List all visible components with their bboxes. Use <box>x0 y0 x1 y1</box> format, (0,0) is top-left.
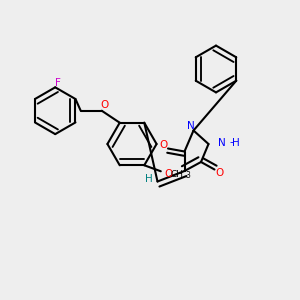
Text: O: O <box>159 140 168 151</box>
Text: O: O <box>215 167 223 178</box>
Text: H: H <box>232 137 239 148</box>
Text: N: N <box>187 121 194 131</box>
Text: CH: CH <box>171 170 184 179</box>
Text: H: H <box>145 173 152 184</box>
Text: O: O <box>100 100 108 110</box>
Text: 3: 3 <box>185 171 190 180</box>
Text: N: N <box>218 137 226 148</box>
Text: O: O <box>164 169 172 179</box>
Text: -: - <box>229 137 233 148</box>
Text: F: F <box>55 78 61 88</box>
